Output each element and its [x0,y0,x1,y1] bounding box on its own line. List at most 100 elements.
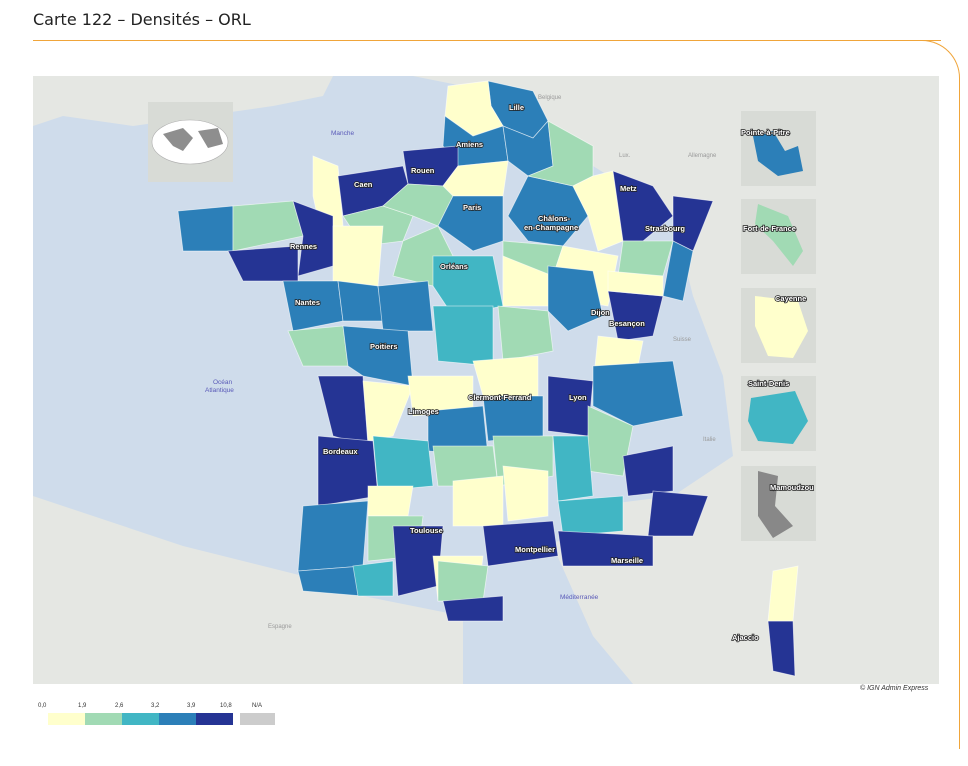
france-departments [177,80,799,677]
city-label-metz: Metz [620,184,637,193]
page-title: Carte 122 – Densités – ORL [33,10,251,29]
inset-mayotte-shape[interactable] [758,471,793,538]
city-label-chalons-2: en-Champagne [524,223,578,232]
country-label-espagne: Espagne [268,624,292,630]
dept-charente[interactable] [362,380,414,442]
map-legend: 0,0 1,9 2,6 3,2 3,9 10,8 N/A [38,703,298,733]
header-rule [33,40,941,41]
dept-pyrenees-orientales[interactable] [442,595,504,622]
legend-tick-2: 2,6 [115,703,124,709]
dept-aude[interactable] [437,560,489,602]
city-label-amiens: Amiens [456,140,483,149]
land-spain [33,496,463,684]
city-label-caen: Caen [354,180,373,189]
dept-paris-region[interactable] [437,195,504,252]
inset-label-pointe-a-pitre: Pointe-à-Pitre [741,128,790,137]
dept-puy-de-dome[interactable] [482,395,544,442]
dept-moselle[interactable] [612,170,674,242]
legend-swatch-4 [196,713,233,725]
city-label-lille: Lille [509,103,524,112]
legend-na-label: N/A [252,703,263,709]
dept-gers-hautes-pyrenees[interactable] [352,560,394,597]
city-label-bordeaux: Bordeaux [323,447,358,456]
dept-alpes-maritimes[interactable] [647,490,709,537]
city-labels: Lille Amiens Rouen Caen Paris Metz Stras… [289,102,760,643]
dept-dordogne[interactable] [372,435,434,492]
dept-haute-saone[interactable] [607,270,664,297]
city-label-limoges: Limoges [408,407,439,416]
world-continents [163,128,223,151]
legend-swatch-na [240,713,275,725]
dept-ille-et-vilaine[interactable] [292,200,334,277]
city-label-lyon: Lyon [569,393,587,402]
dept-landes[interactable] [297,500,369,572]
land-uk [33,76,333,126]
dom-insets [741,111,816,541]
frame-side-rule [959,79,960,749]
dept-indre-et-loire[interactable] [377,280,434,332]
dept-haut-rhin[interactable] [662,240,694,302]
legend-swatch-1 [85,713,122,725]
dept-maine-et-loire[interactable] [337,280,384,322]
country-label-suisse: Suisse [673,337,692,343]
city-label-strasbourg: Strasbourg [645,224,685,233]
legend-tick-3: 3,2 [151,703,160,709]
dept-allier[interactable] [472,355,539,397]
dept-cher-indre[interactable] [432,305,494,367]
city-label-rennes: Rennes [290,242,317,251]
inset-label-fort-de-france: Fort-de-France [743,224,796,233]
inset-labels: Pointe-à-Pitre Fort-de-France Cayenne Sa… [740,127,815,493]
country-label-italie: Italie [703,437,716,443]
country-label-lux: Lux. [619,153,631,159]
inset-martinique-shape[interactable] [755,204,803,266]
dept-deux-sevres-vienne[interactable] [342,325,414,387]
city-label-chalons-1: Châlons- [538,214,571,223]
inset-guyane-shape[interactable] [755,296,808,358]
city-label-toulouse: Toulouse [410,526,443,535]
city-label-clermont: Clermont-Ferrand [468,393,532,402]
dept-finistere[interactable] [177,205,234,252]
city-label-paris: Paris [463,203,481,212]
city-label-rouen: Rouen [411,166,435,175]
legend-tick-0: 0,0 [38,703,47,709]
city-label-orleans: Orléans [440,262,468,271]
dept-vaucluse[interactable] [557,495,624,537]
density-map[interactable]: Manche Océan Atlantique Méditerranée Bel… [33,76,939,684]
frame-corner [920,40,960,80]
dept-haute-corse[interactable] [767,565,799,622]
sea-label-mediterranee: Méditerranée [560,594,599,601]
dept-pyrenees-atlantiques[interactable] [297,565,364,597]
sea-label-manche: Manche [331,130,355,137]
inset-label-mamoudzou: Mamoudzou [770,483,814,492]
dept-savoie[interactable] [592,360,684,427]
map-credit: © IGN Admin Express [860,685,929,692]
country-labels: Belgique Lux. Allemagne Suisse Italie Es… [268,95,717,630]
legend-swatch-0 [48,713,85,725]
dept-cote-d-or[interactable] [547,265,604,332]
sea-label-atlantique: Atlantique [205,387,234,394]
inset-guadeloupe-shape[interactable] [753,131,803,176]
city-label-montpellier: Montpellier [515,545,555,554]
legend-tick-1: 1,9 [78,703,87,709]
legend-swatch-2 [122,713,159,725]
sea-labels: Manche Océan Atlantique Méditerranée [205,130,599,601]
dept-saone-et-loire[interactable] [497,305,554,362]
legend-swatch-3 [159,713,196,725]
dept-herault[interactable] [482,520,559,567]
dept-mayenne-sarthe[interactable] [332,225,384,287]
legend-tick-5: 10,8 [220,703,232,709]
country-label-allemagne: Allemagne [688,153,717,159]
dept-bouches-du-rhone[interactable] [557,530,654,567]
dept-aveyron[interactable] [452,475,504,527]
inset-label-saint-denis: Saint-Denis [748,379,789,388]
dept-drome[interactable] [552,435,594,502]
dept-hautes-alpes[interactable] [622,445,674,497]
inset-reunion-shape[interactable] [748,391,808,444]
dept-vosges[interactable] [617,240,674,277]
city-label-poitiers: Poitiers [370,342,398,351]
dept-rhone-loire[interactable] [547,375,594,437]
city-label-marseille: Marseille [611,556,643,565]
city-label-dijon: Dijon [591,308,610,317]
dept-lot-et-garonne[interactable] [367,485,414,517]
dept-lozere-gard[interactable] [502,465,549,522]
